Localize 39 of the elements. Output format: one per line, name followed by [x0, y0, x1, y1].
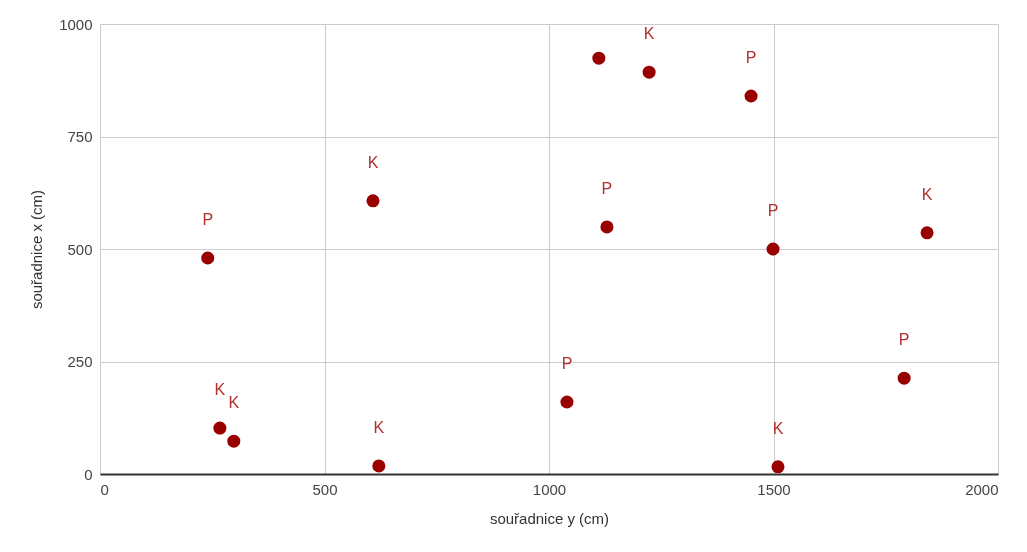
- point: [227, 434, 241, 448]
- point: [920, 226, 934, 240]
- x-tick-label: 1000: [532, 480, 567, 498]
- point: [201, 251, 215, 265]
- data-label: P: [745, 49, 757, 66]
- data-label: P: [898, 331, 910, 349]
- data-label: K: [921, 185, 933, 203]
- data-label: K: [228, 394, 240, 412]
- point: [600, 220, 614, 234]
- data-label: K: [643, 25, 655, 43]
- point: [592, 51, 606, 65]
- y-tick-label: 250: [67, 353, 93, 370]
- point: [372, 459, 386, 473]
- y-tick-label: 0: [84, 465, 93, 483]
- x-tick-label: 2000: [965, 480, 999, 498]
- point: [366, 194, 380, 208]
- x-tick-label: 500: [312, 480, 338, 498]
- point: [897, 371, 911, 385]
- point: [766, 242, 780, 256]
- data-label: P: [561, 355, 573, 372]
- y-tick-label: 750: [67, 128, 93, 145]
- x-axis-title: souřadnice y (cm): [489, 509, 610, 527]
- point: [642, 65, 656, 79]
- y-axis-title: souřadnice x (cm): [28, 189, 46, 310]
- data-label: K: [367, 153, 379, 171]
- data-label: K: [373, 418, 385, 436]
- x-tick-label: 0: [100, 480, 109, 498]
- data-label: P: [767, 202, 779, 219]
- data-label: K: [214, 381, 226, 399]
- point: [213, 421, 227, 435]
- data-label: K: [772, 419, 784, 437]
- point: [560, 395, 574, 409]
- data-label: P: [601, 179, 613, 197]
- x-tick-label: 1500: [757, 480, 791, 498]
- point: [744, 89, 758, 103]
- y-tick-label: 1000: [59, 15, 93, 33]
- y-tick-label: 500: [67, 240, 93, 258]
- data-label: P: [202, 211, 214, 228]
- point: [771, 460, 785, 474]
